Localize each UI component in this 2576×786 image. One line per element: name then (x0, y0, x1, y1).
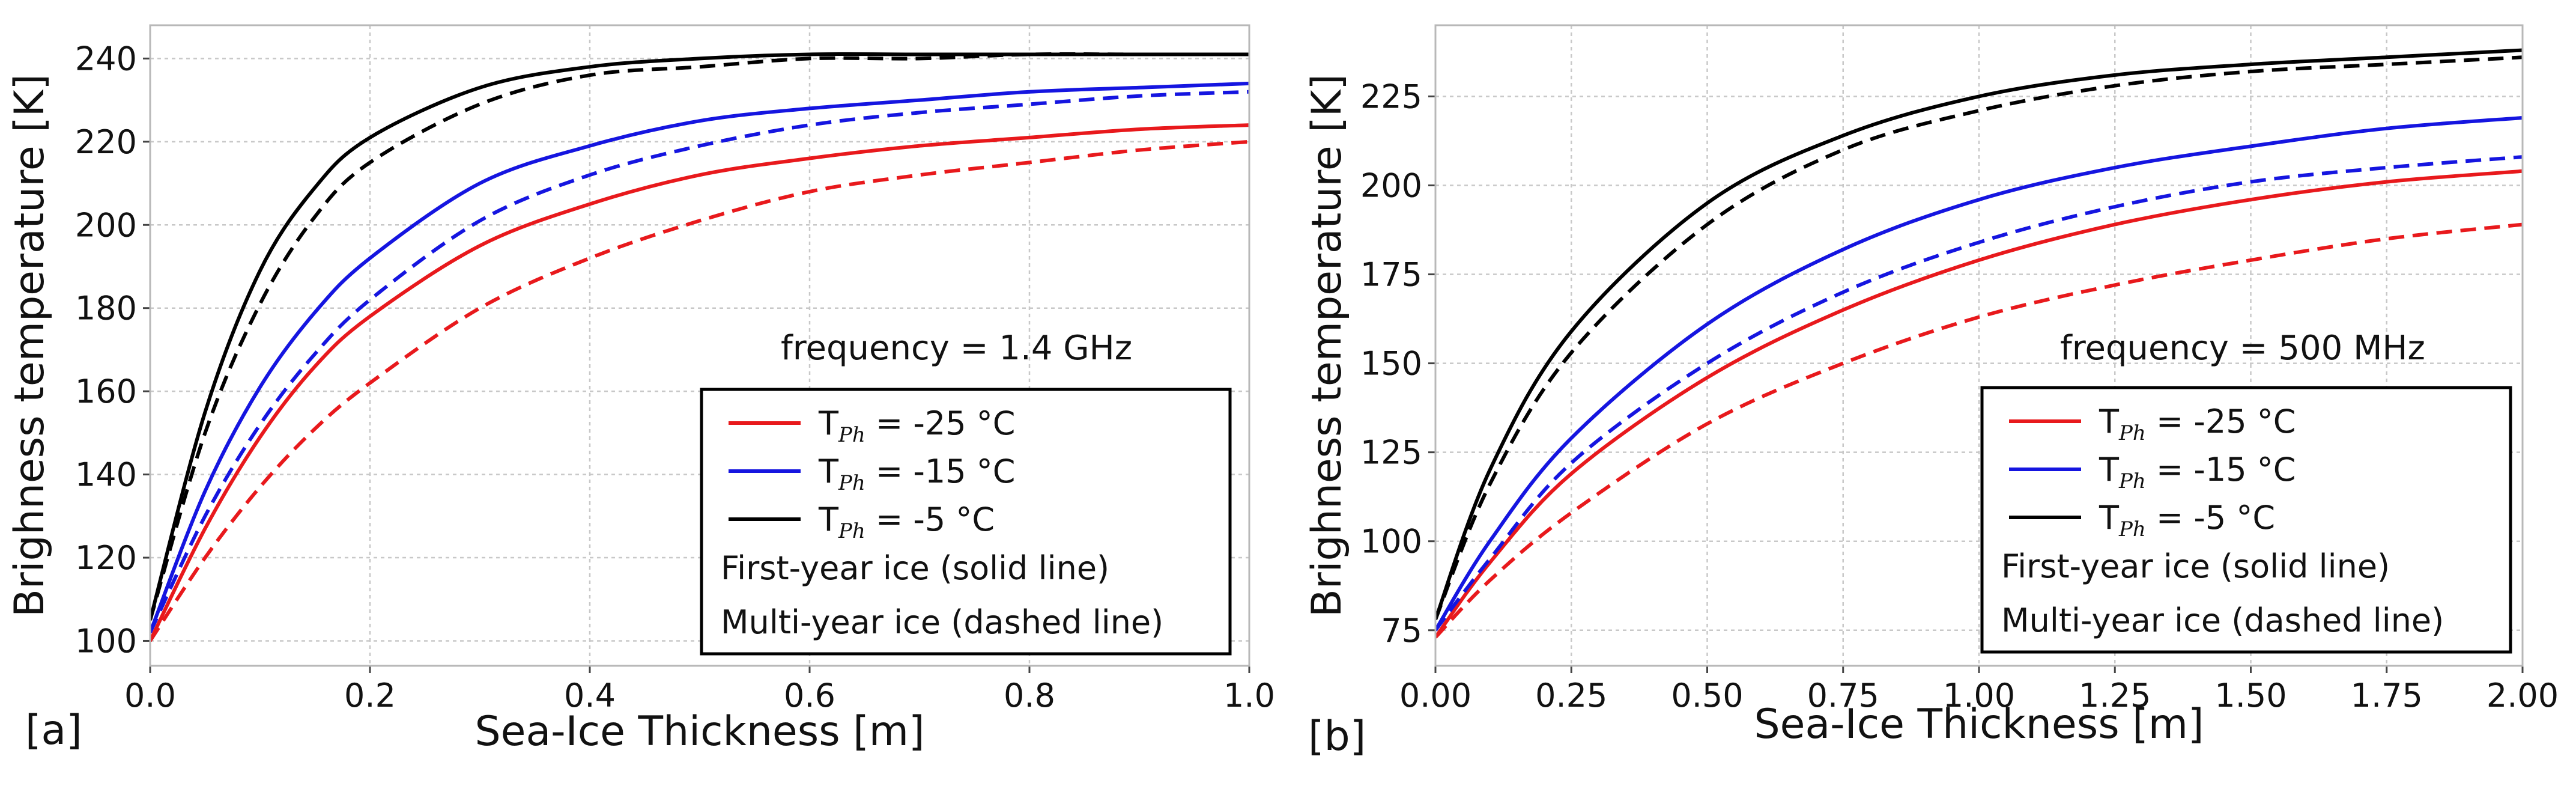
x-tick-label: 0.50 (1671, 677, 1743, 714)
legend-box (1980, 386, 2512, 654)
series-line (150, 139, 1249, 642)
y-tick-label: 200 (75, 206, 137, 244)
legend: TPh = -25 °C TPh = -15 °C TPh = -5 °C First… (1980, 386, 2512, 654)
legend-note: First-year ice (solid line) (721, 549, 1109, 587)
series-line (150, 52, 1249, 621)
series-line (150, 52, 1249, 621)
x-tick-label: 0.0 (124, 677, 176, 714)
legend-box (700, 388, 1232, 656)
legend-entry-label: TPh = -25 °C (818, 404, 1015, 447)
legend-note: First-year ice (solid line) (2001, 547, 2390, 585)
series-line (1435, 116, 2523, 632)
y-axis-title: Brighness temperature [K] (1303, 74, 1351, 617)
x-tick-label: 0.8 (1004, 677, 1055, 714)
frequency-annotation: frequency = 500 MHz (2060, 329, 2425, 368)
y-tick-label: 200 (1360, 167, 1422, 205)
y-tick-label: 150 (1360, 345, 1422, 383)
series-line (1435, 48, 2523, 621)
x-tick-label: 0.6 (784, 677, 835, 714)
y-tick-label: 240 (75, 40, 137, 78)
legend-entry-label: TPh = -25 °C (2099, 403, 2296, 445)
y-tick-label: 75 (1381, 612, 1422, 650)
series-line (150, 123, 1249, 642)
chart-panel-b: 0.00 0.25 0.50 0.75 1.00 1.25 1.50 1.75 2.00 75 10… (1303, 24, 2559, 760)
chart-panel-a: 0.0 0.2 0.4 0.6 0.8 1.0 100 120 140 160 180 200 220 2… (6, 24, 1275, 755)
x-axis-title: Sea-Ice Thickness [m] (474, 708, 924, 755)
x-tick-label: 0.4 (564, 677, 616, 714)
y-tick-label: 220 (75, 123, 137, 161)
panel-label: [b] (1308, 713, 1366, 760)
y-tick-label: 125 (1360, 434, 1422, 472)
x-tick-label: 1.75 (2351, 677, 2423, 714)
legend-note: Multi-year ice (dashed line) (2001, 602, 2444, 639)
y-axis-title: Brighness temperature [K] (6, 74, 53, 617)
frequency-annotation: frequency = 1.4 GHz (781, 329, 1132, 368)
series-line (1435, 222, 2523, 639)
plot-frame (1434, 24, 2524, 667)
y-tick-label: 225 (1360, 78, 1422, 115)
x-tick-label: 1.00 (1943, 677, 2015, 714)
legend-entry-label: TPh = -5 °C (818, 501, 995, 543)
legend-entry-label: TPh = -15 °C (2099, 451, 2296, 493)
y-tick-label: 120 (75, 539, 137, 577)
x-tick-label: 0.2 (344, 677, 396, 714)
y-tick-label: 160 (75, 373, 137, 410)
x-tick-label: 1.50 (2214, 677, 2287, 714)
y-tick-label: 100 (75, 622, 137, 660)
legend-entry-label: TPh = -5 °C (2099, 499, 2275, 541)
x-tick-label: 1.0 (1223, 677, 1275, 714)
x-tick-label: 1.25 (2079, 677, 2151, 714)
y-tick-label: 100 (1360, 523, 1422, 561)
y-tick-label: 140 (75, 456, 137, 494)
x-tick-label: 0.00 (1399, 677, 1471, 714)
legend-note: Multi-year ice (dashed line) (721, 603, 1163, 641)
legend: TPh = -25 °C TPh = -15 °C TPh = -5 °C First… (700, 388, 1232, 656)
series-line (1435, 155, 2523, 632)
plot-frame (149, 24, 1250, 667)
series-group (1435, 48, 2523, 639)
x-tick-label: 2.00 (2487, 677, 2559, 714)
series-line (1435, 169, 2523, 639)
x-tick-label: 0.75 (1807, 677, 1879, 714)
panel-label: [a] (25, 707, 82, 754)
series-line (150, 81, 1249, 633)
y-tick-label: 175 (1360, 256, 1422, 294)
series-line (1435, 55, 2523, 621)
series-group (150, 52, 1249, 642)
series-line (150, 90, 1249, 633)
x-axis-title: Sea-Ice Thickness [m] (1754, 701, 2204, 748)
x-tick-label: 0.25 (1535, 677, 1607, 714)
legend-entry-label: TPh = -15 °C (818, 452, 1015, 495)
y-tick-label: 180 (75, 290, 137, 328)
